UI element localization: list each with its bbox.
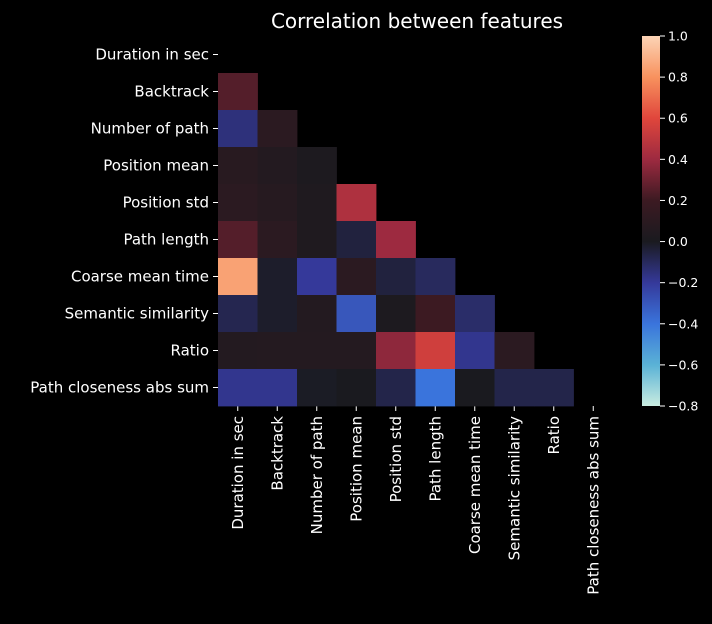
heatmap-cell (415, 332, 456, 370)
row-label: Path length (123, 231, 209, 249)
heatmap-cell (297, 295, 337, 333)
heatmap-cell (455, 332, 495, 370)
colorbar-tick-label: 1.0 (668, 29, 688, 44)
heatmap-cell (297, 369, 337, 407)
heatmap-cell (218, 369, 258, 407)
heatmap-cell (297, 184, 337, 222)
heatmap-cell (455, 369, 495, 407)
column-label: Number of path (308, 416, 326, 534)
heatmap-cell (257, 147, 298, 185)
heatmap-cell (336, 221, 377, 259)
row-label: Duration in sec (95, 46, 209, 64)
row-label: Ratio (170, 342, 209, 360)
heatmap-cell (455, 295, 495, 333)
heatmap-cell (376, 258, 416, 296)
colorbar-tick-label: 0.2 (668, 193, 688, 208)
heatmap-cell (218, 258, 258, 296)
heatmap-cell (218, 184, 258, 222)
heatmap-cell (297, 332, 337, 370)
heatmap-cell (257, 369, 298, 407)
row-label: Semantic similarity (65, 305, 209, 323)
heatmap-cell (218, 110, 258, 148)
row-label: Backtrack (134, 83, 209, 101)
heatmap-cell (336, 332, 377, 370)
row-labels: Duration in sec Backtrack Number of path Po… (30, 46, 218, 397)
column-labels: Duration in sec Backtrack Number of path Po… (229, 406, 602, 595)
row-label: Position mean (103, 157, 209, 175)
heatmap-cell (415, 295, 456, 333)
column-label: Path closeness abs sum (584, 416, 602, 595)
heatmap-cell (494, 369, 535, 407)
heatmap-cell (257, 184, 298, 222)
colorbar-tick-label: −0.2 (668, 275, 698, 290)
heatmap-cell (218, 332, 258, 370)
heatmap-cell (257, 110, 298, 148)
heatmap-cell (376, 369, 416, 407)
row-label: Number of path (91, 120, 209, 138)
heatmap-cell (336, 295, 377, 333)
column-label: Position std (387, 416, 405, 502)
colorbar-tick-label: −0.6 (668, 357, 698, 372)
column-label: Coarse mean time (466, 416, 484, 554)
heatmap-cell (297, 221, 337, 259)
column-label: Duration in sec (229, 416, 247, 530)
heatmap-cells (218, 73, 574, 407)
heatmap-cell (336, 369, 377, 407)
colorbar-tick-label: 0.8 (668, 70, 688, 85)
column-label: Semantic similarity (505, 416, 523, 560)
column-label: Backtrack (268, 416, 286, 491)
row-label: Path closeness abs sum (30, 379, 209, 397)
heatmap-cell (218, 295, 258, 333)
heatmap-cell (297, 147, 337, 185)
colorbar-tick-label: 0.0 (668, 234, 688, 249)
column-label: Path length (426, 416, 444, 502)
heatmap-cell (376, 295, 416, 333)
heatmap-cell (257, 221, 298, 259)
chart-title: Correlation between features (271, 9, 563, 33)
heatmap-cell (376, 221, 416, 259)
heatmap-cell (336, 258, 377, 296)
colorbar (642, 36, 660, 406)
column-label: Ratio (545, 416, 563, 455)
row-label: Coarse mean time (71, 268, 209, 286)
heatmap-cell (376, 332, 416, 370)
heatmap-cell (257, 258, 298, 296)
heatmap-cell (257, 332, 298, 370)
heatmap-cell (218, 147, 258, 185)
colorbar-ticks: 1.0 0.8 0.6 0.4 0.2 0.0 −0.2 −0.4 −0.6 −0.8 (660, 29, 698, 414)
colorbar-tick-label: 0.6 (668, 111, 688, 126)
column-label: Position mean (347, 416, 365, 522)
heatmap-cell (494, 332, 535, 370)
heatmap-cell (415, 369, 456, 407)
row-label: Position std (123, 194, 209, 212)
colorbar-tick-label: −0.8 (668, 399, 698, 414)
heatmap-cell (257, 295, 298, 333)
colorbar-tick-label: 0.4 (668, 152, 688, 167)
heatmap-cell (218, 221, 258, 259)
colorbar-tick-label: −0.4 (668, 316, 698, 331)
heatmap-cell (297, 258, 337, 296)
heatmap-cell (415, 258, 456, 296)
heatmap-cell (336, 184, 377, 222)
heatmap-cell (218, 73, 258, 111)
heatmap-cell (534, 369, 574, 407)
